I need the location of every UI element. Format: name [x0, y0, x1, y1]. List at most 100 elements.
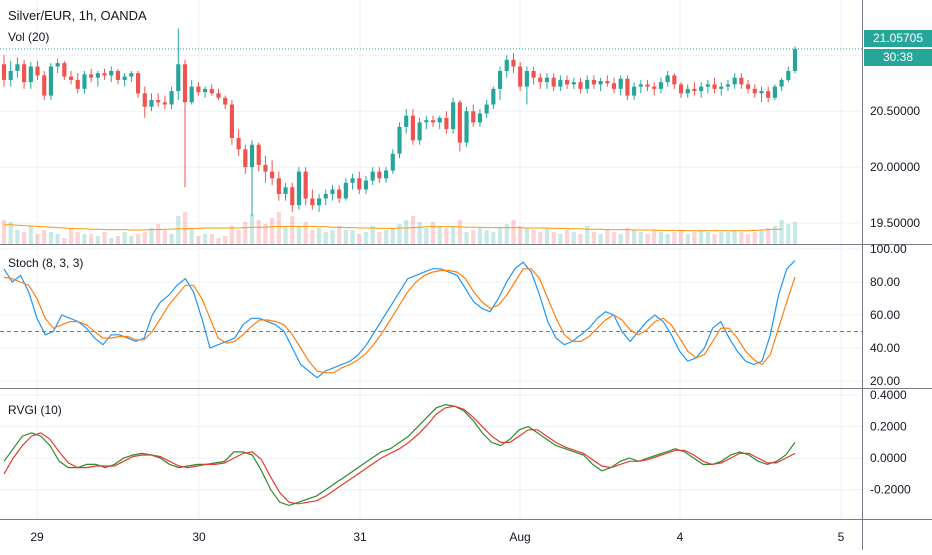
candle-body	[48, 66, 54, 96]
candle	[665, 70, 670, 87]
volume-bar	[35, 234, 40, 244]
volume-bar	[337, 226, 342, 244]
stoch-k-line	[3, 260, 796, 379]
volume-bar	[182, 212, 188, 244]
volume-bar	[249, 214, 255, 244]
volume-bar	[397, 224, 402, 244]
volume-bar	[296, 226, 302, 244]
candle-body	[350, 178, 355, 183]
candle-body	[437, 117, 442, 123]
volume-bar	[223, 236, 228, 244]
candle-body	[28, 66, 33, 83]
candle	[283, 182, 288, 201]
candle	[162, 95, 167, 109]
candle-body	[678, 84, 684, 94]
volume-bar	[699, 230, 704, 244]
candle-body	[42, 75, 47, 96]
candle-body	[658, 82, 664, 89]
volume-bar	[598, 234, 603, 244]
volume-bar	[504, 224, 509, 244]
volume-bar	[236, 230, 241, 244]
candle	[786, 66, 791, 83]
rvgi-tick-label: 0.0000	[870, 451, 907, 465]
candle-body	[672, 75, 677, 85]
rvgi-tick-label: -0.2000	[870, 483, 911, 497]
candle	[638, 79, 643, 94]
candle	[578, 77, 583, 94]
candle-body	[645, 84, 650, 87]
candle	[350, 173, 355, 190]
volume-bar	[705, 232, 710, 244]
candle	[363, 176, 369, 194]
volume-ma-line	[4, 224, 782, 232]
rvgi-line	[3, 403, 796, 507]
candle-body	[504, 59, 509, 71]
candle-body	[115, 70, 121, 80]
candle-body	[611, 83, 617, 89]
candle	[719, 82, 724, 96]
candle-body	[209, 88, 214, 94]
candle	[538, 73, 543, 89]
stoch-tick-label: 100.00	[870, 242, 907, 256]
candle-body	[256, 144, 261, 165]
candle	[605, 75, 610, 87]
rvgi-tick-label: 0.2000	[870, 420, 907, 434]
volume-bar	[357, 234, 362, 244]
candle	[1, 55, 7, 87]
candle	[196, 82, 201, 96]
candle	[430, 115, 436, 127]
volume-bar	[732, 230, 737, 244]
candle	[129, 70, 134, 83]
candle-body	[296, 171, 302, 206]
candle-body	[544, 77, 550, 83]
candle	[62, 60, 67, 80]
volume-bar	[243, 222, 248, 244]
candle	[632, 82, 637, 101]
time-tick-label: Aug	[509, 530, 530, 544]
indicator-lines	[0, 48, 862, 507]
candle	[303, 167, 308, 206]
volume-bar	[538, 232, 543, 244]
volume-bar	[404, 220, 409, 244]
grid	[0, 0, 862, 519]
candle-body	[316, 198, 322, 206]
volume-bar	[464, 232, 469, 244]
volume-bar	[417, 222, 422, 244]
candle-body	[122, 76, 127, 80]
candle	[745, 79, 751, 94]
volume-bar	[115, 236, 121, 244]
volume-bar	[565, 230, 570, 244]
price-tick-label: 20.50000	[870, 104, 920, 118]
candle-body	[276, 178, 281, 194]
candle	[558, 75, 563, 92]
candle-body	[89, 74, 94, 78]
candle-body	[397, 126, 402, 154]
candle	[792, 46, 798, 74]
candle	[491, 86, 496, 109]
candle	[531, 66, 536, 85]
candle	[135, 70, 141, 98]
volume-bar	[786, 224, 791, 244]
candle-body	[712, 84, 717, 89]
candle-body	[196, 86, 201, 93]
candle	[484, 100, 489, 118]
volume-bar	[316, 228, 322, 244]
candle-body	[531, 70, 536, 78]
candle-body	[598, 81, 603, 85]
candles	[1, 28, 798, 217]
candle-body	[75, 79, 80, 89]
volume-bar	[430, 222, 436, 244]
candle-body	[497, 70, 503, 89]
candle	[652, 82, 657, 96]
volume-bar	[384, 230, 389, 244]
candle	[544, 73, 550, 89]
candle	[176, 28, 181, 101]
candle	[511, 53, 516, 74]
candle	[189, 79, 194, 105]
volume-bar	[95, 236, 100, 244]
volume-bar	[75, 232, 80, 244]
volume-bar	[578, 234, 583, 244]
candle-body	[739, 77, 744, 85]
